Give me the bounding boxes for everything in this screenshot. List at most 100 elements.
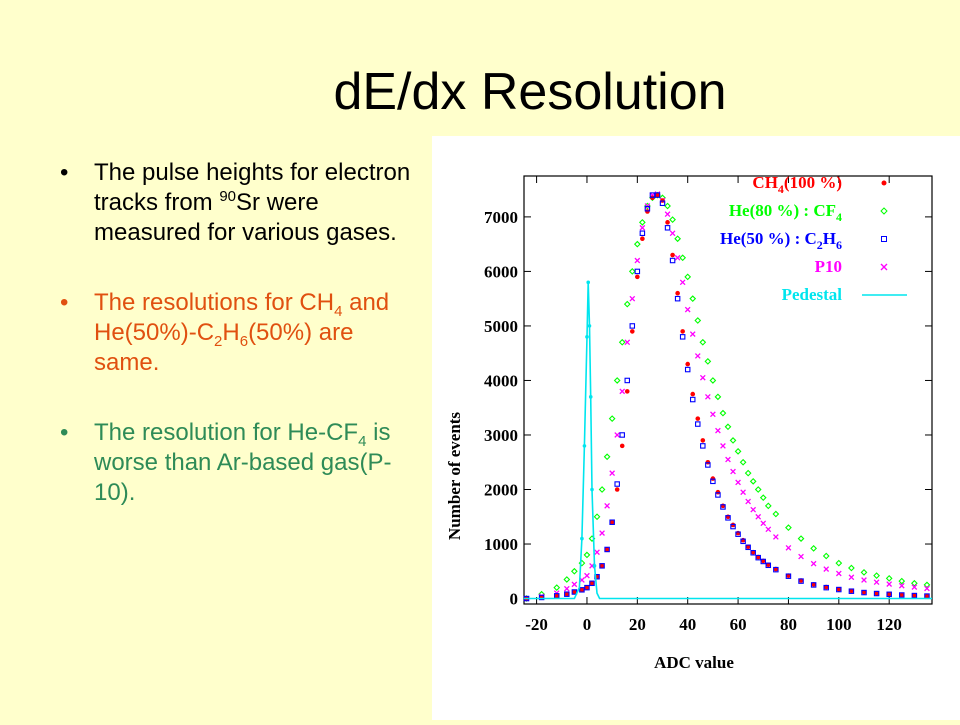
hec2h6-point [899,592,905,598]
legend-marker-hec2h6 [881,236,887,242]
ch4-point [655,192,660,198]
hec2h6-point [609,519,615,525]
p10-point [835,570,842,577]
hecf4-point [797,535,805,542]
p10-point [810,560,817,567]
p10-point [609,470,616,477]
hecf4-point [822,552,830,560]
p10-point [684,306,691,313]
p10-point [745,498,752,505]
hec2h6-point [689,396,696,403]
bullet-2-subscript-c: 6 [239,332,249,350]
ch4-point [665,220,670,225]
p10-point [861,577,867,583]
p10-point [735,479,741,486]
hecf4-point [583,551,591,559]
hec2h6-point [619,432,625,438]
hec2h6-point [695,421,701,427]
y-tick-label: 4000 [484,371,518,390]
hec2h6-point [644,205,651,212]
p10-point [720,443,726,449]
hec2h6-point [599,563,605,569]
ch4-point [836,586,842,592]
p10-point [740,489,746,496]
legend-label-2: He(50 %) : C2H6 [720,229,842,252]
hecf4-point [684,273,692,281]
x-tick-label: -20 [525,615,548,634]
ch4-point [685,361,691,367]
p10-point [584,572,590,579]
p10-point [664,211,671,218]
y-tick-label: 2000 [484,481,518,500]
hec2h6-point [740,538,746,545]
hecf4-point [739,458,747,466]
ch4-point [564,591,570,597]
p10-point [760,520,767,527]
hecf4-point [759,494,767,502]
hecf4-point [785,524,792,532]
bullet-2-text-d: (50%) are same. [94,319,354,376]
hecf4-point [848,564,855,572]
legend-marker-hecf4 [880,207,888,215]
ch4-point [599,563,605,569]
hec2h6-point [629,323,636,329]
p10-point [669,230,676,237]
hecf4-point [709,377,717,384]
hecf4-point [719,409,727,417]
hec2h6-point [579,587,585,593]
p10-point [624,339,631,346]
hec2h6-point [735,531,741,537]
ch4-point [899,592,905,598]
bullet-2-text-b: and He(50%)-C [94,289,390,346]
bullet-3-text-b: is worse than Ar-based gas(P-10). [94,419,392,506]
pedestal-point [580,536,584,541]
ch4-point [874,591,879,596]
y-tick-label: 6000 [484,262,518,281]
hec2h6-point [710,478,716,485]
legend-label-3: P10 [815,257,842,276]
series-0 [524,192,930,601]
hec2h6-point [538,594,545,601]
hecf4-point [664,202,671,210]
ch4-point [629,329,635,334]
hecf4-point [593,513,601,521]
ch4-point [624,389,630,394]
ch4-point [849,588,854,594]
x-tick-label: 40 [679,615,696,634]
p10-point [911,584,918,590]
hecf4-point [749,477,757,485]
bullet-3-subscript: 4 [358,432,367,450]
ch4-point [886,591,892,597]
p10-point [704,393,711,400]
hecf4-point [729,437,737,444]
hec2h6-point [745,544,751,551]
p10-point [848,574,855,581]
ch4-point [912,593,917,598]
hec2h6-point [705,462,711,468]
hecf4-point [598,486,606,493]
hec2h6-point [669,257,676,264]
ch4-point [584,585,590,590]
legend-label-1: He(80 %) : CF4 [729,201,842,224]
p10-point [924,585,930,592]
ch4-point [609,519,615,525]
hecf4-point [714,393,722,401]
y-tick-label: 5000 [484,317,518,336]
hecf4-point [603,453,611,461]
ch4-point [640,236,645,242]
hec2h6-point [614,481,620,487]
slide-title: dE/dx Resolution [333,63,727,121]
bullet-2-subscript-b: 2 [214,332,223,350]
legend-marker-ch4 [881,180,887,186]
p10-point [599,530,605,536]
pedestal-point [586,280,591,285]
legend-label-0: CH4(100 %) [752,173,842,196]
hecf4-point [669,216,676,223]
hecf4-point [638,218,646,226]
hecf4-point [563,576,571,583]
ch4-point [589,580,595,586]
p10-point [639,224,646,231]
hec2h6-point [715,492,721,498]
y-tick-label: 1000 [484,535,518,554]
bullet-item-1: • The pulse heights for electron tracks … [60,158,420,248]
